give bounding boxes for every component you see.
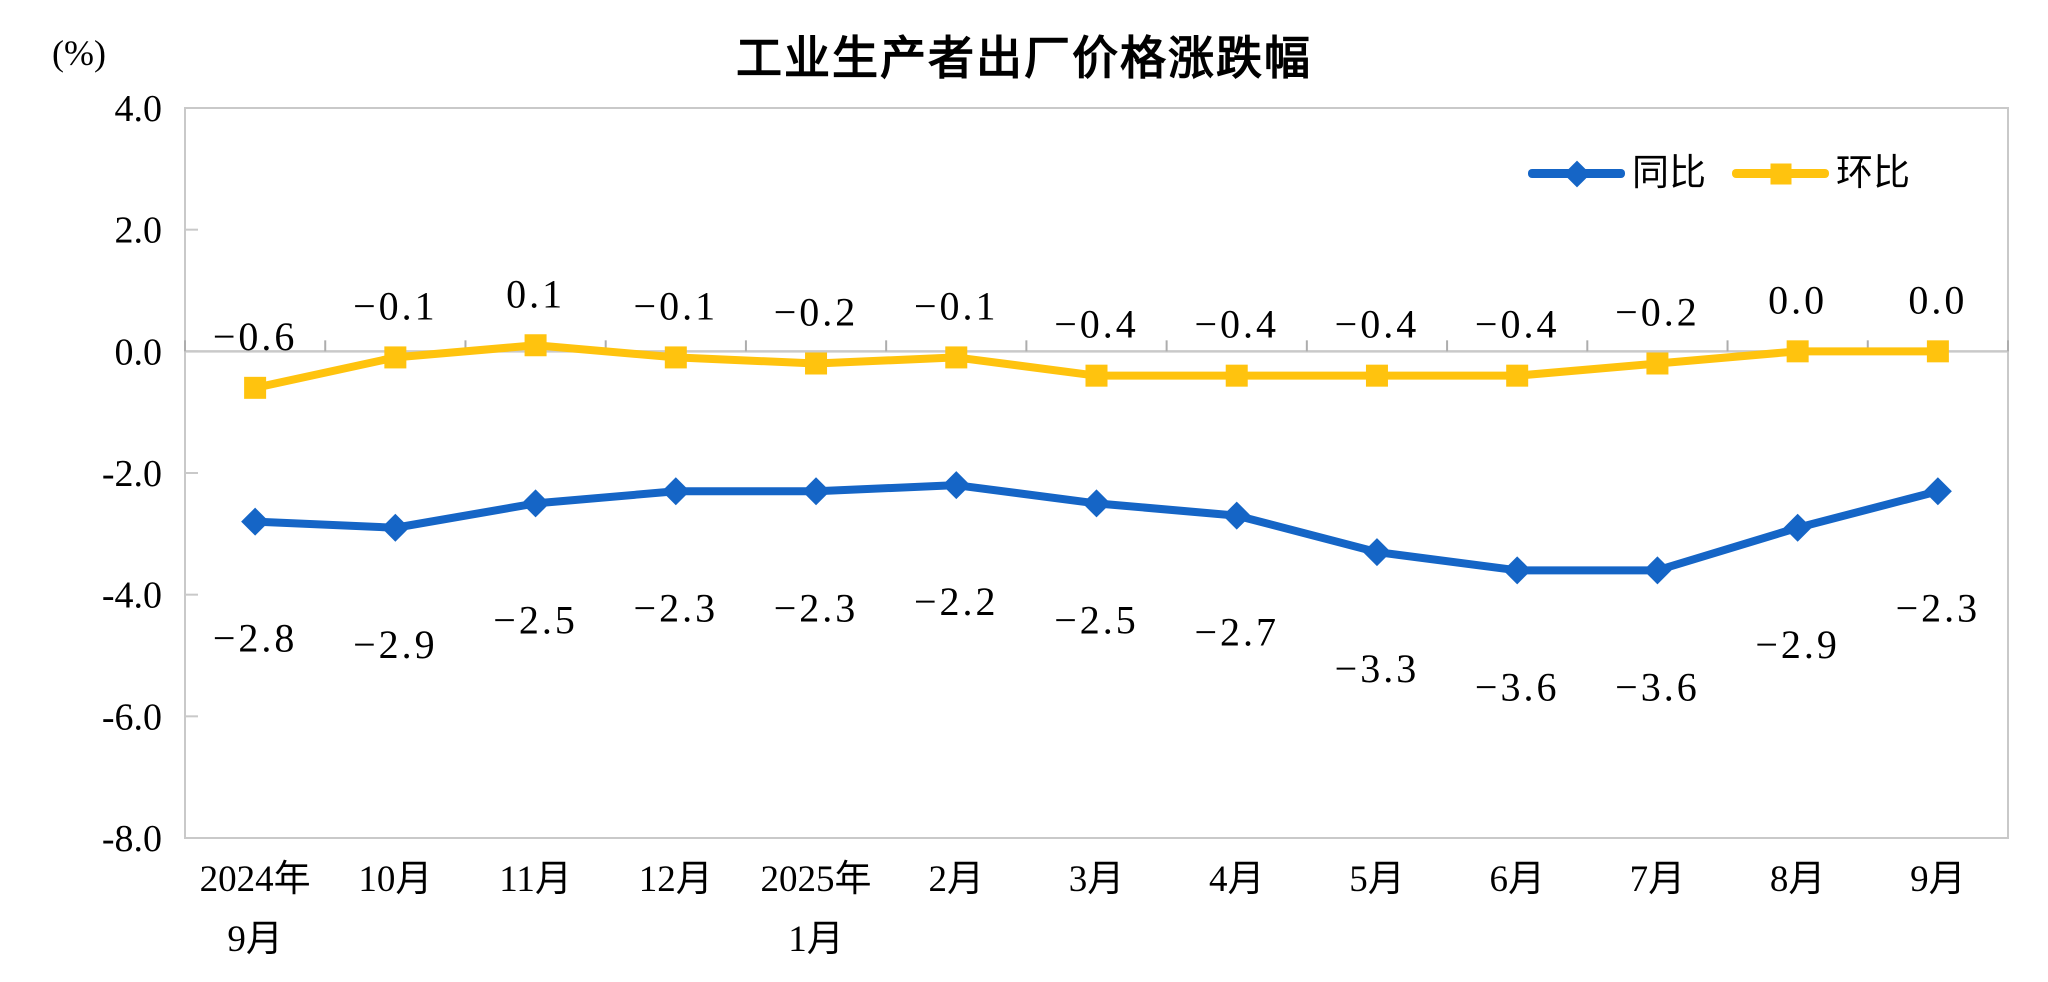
yoy-marker-diamond: [241, 507, 270, 536]
mom-data-label: 0.0: [1908, 277, 1967, 322]
mom-marker-square: [1225, 364, 1248, 387]
legend-label-mom: 环比: [1836, 153, 1910, 194]
mom-data-label: −0.4: [1054, 302, 1139, 347]
yoy-data-label: −2.9: [353, 622, 438, 667]
mom-marker-square: [945, 346, 968, 369]
mom-marker-square: [1506, 364, 1529, 387]
x-axis-category-label: 12月: [639, 859, 713, 900]
yoy-data-label: −2.3: [774, 585, 859, 630]
x-axis-category-label: 10月: [358, 859, 432, 900]
x-axis-category-label: 2024年: [200, 858, 311, 900]
yoy-marker-diamond: [1222, 501, 1251, 530]
x-axis-category-label: 5月: [1349, 859, 1405, 900]
legend-item-yoy: 同比: [1528, 155, 1706, 192]
yoy-line-sample-icon: [1528, 160, 1625, 187]
y-axis-tick-label: -6.0: [102, 696, 162, 738]
yoy-data-label: −3.6: [1475, 664, 1560, 709]
yoy-data-label: −3.6: [1615, 664, 1700, 709]
yoy-marker-diamond: [942, 471, 971, 500]
mom-marker-square: [1926, 340, 1949, 363]
x-axis-category-label: 2月: [929, 859, 985, 900]
mom-data-label: −0.6: [213, 314, 298, 359]
mom-data-label: −0.2: [774, 290, 859, 335]
yoy-data-label: −2.3: [1896, 585, 1981, 630]
x-axis-category-label: 3月: [1069, 859, 1125, 900]
chart-legend: 同比 环比: [1528, 155, 1910, 192]
mom-marker-square: [244, 376, 267, 399]
mom-marker-square: [524, 334, 547, 357]
x-axis-category-label: 9月: [227, 919, 283, 960]
mom-marker-square: [1646, 352, 1669, 375]
x-axis-category-label: 11月: [499, 859, 572, 900]
mom-marker-square: [1365, 364, 1388, 387]
mom-marker-square: [664, 346, 687, 369]
mom-data-label: 0.1: [506, 271, 565, 316]
mom-marker-square: [384, 346, 407, 369]
mom-line-sample-icon: [1732, 163, 1829, 184]
mom-marker-square: [1085, 364, 1108, 387]
legend-label-yoy: 同比: [1632, 153, 1706, 194]
y-axis-tick-label: -8.0: [102, 818, 162, 860]
yoy-data-label: −2.7: [1194, 610, 1279, 655]
x-axis-category-label: 4月: [1209, 859, 1265, 900]
y-axis-tick-label: 0.0: [115, 331, 163, 373]
yoy-data-label: −2.8: [213, 616, 298, 661]
yoy-marker-diamond: [661, 477, 690, 506]
yoy-marker-diamond: [381, 513, 410, 542]
mom-data-label: −0.1: [914, 283, 999, 328]
yoy-marker-diamond: [1643, 556, 1672, 585]
mom-data-label: −0.4: [1475, 302, 1560, 347]
mom-data-label: −0.4: [1194, 302, 1279, 347]
chart-title: 工业生产者出厂价格涨跌幅: [736, 32, 1312, 84]
yoy-data-label: −2.2: [914, 579, 999, 624]
mom-data-label: −0.2: [1615, 290, 1700, 335]
x-axis-category-label: 2025年: [761, 858, 872, 900]
yoy-marker-diamond: [1082, 489, 1111, 518]
mom-data-label: −0.4: [1335, 302, 1420, 347]
diamond-marker-icon: [1563, 160, 1590, 187]
yoy-marker-diamond: [1783, 513, 1812, 542]
x-axis-category-label: 6月: [1489, 859, 1545, 900]
yoy-marker-diamond: [1923, 477, 1952, 506]
yoy-marker-diamond: [1362, 538, 1391, 567]
yoy-data-label: −2.5: [493, 597, 578, 642]
square-marker-icon: [1770, 163, 1791, 184]
yoy-data-label: −3.3: [1335, 646, 1420, 691]
y-axis-tick-label: -4.0: [102, 575, 162, 617]
yoy-marker-diamond: [1503, 556, 1532, 585]
yoy-data-label: −2.3: [634, 585, 719, 630]
y-axis-unit-label: (%): [52, 33, 106, 73]
x-axis-category-label: 7月: [1630, 859, 1686, 900]
x-axis-category-label: 9月: [1910, 859, 1966, 900]
mom-marker-square: [1786, 340, 1809, 363]
y-axis-tick-label: -2.0: [102, 453, 162, 495]
x-axis-category-label: 8月: [1770, 859, 1826, 900]
plot-frame: [184, 107, 2009, 839]
y-axis-tick-label: 2.0: [115, 210, 163, 252]
mom-marker-square: [805, 352, 828, 375]
yoy-marker-diamond: [802, 477, 831, 506]
yoy-data-label: −2.5: [1054, 597, 1139, 642]
legend-item-mom: 环比: [1732, 155, 1910, 192]
x-axis-category-label: 1月: [788, 919, 844, 960]
yoy-data-label: −2.9: [1755, 622, 1840, 667]
mom-data-label: −0.1: [353, 283, 438, 328]
mom-data-label: −0.1: [634, 283, 719, 328]
mom-data-label: 0.0: [1768, 277, 1827, 322]
y-axis-tick-label: 4.0: [115, 88, 163, 130]
yoy-marker-diamond: [521, 489, 550, 518]
